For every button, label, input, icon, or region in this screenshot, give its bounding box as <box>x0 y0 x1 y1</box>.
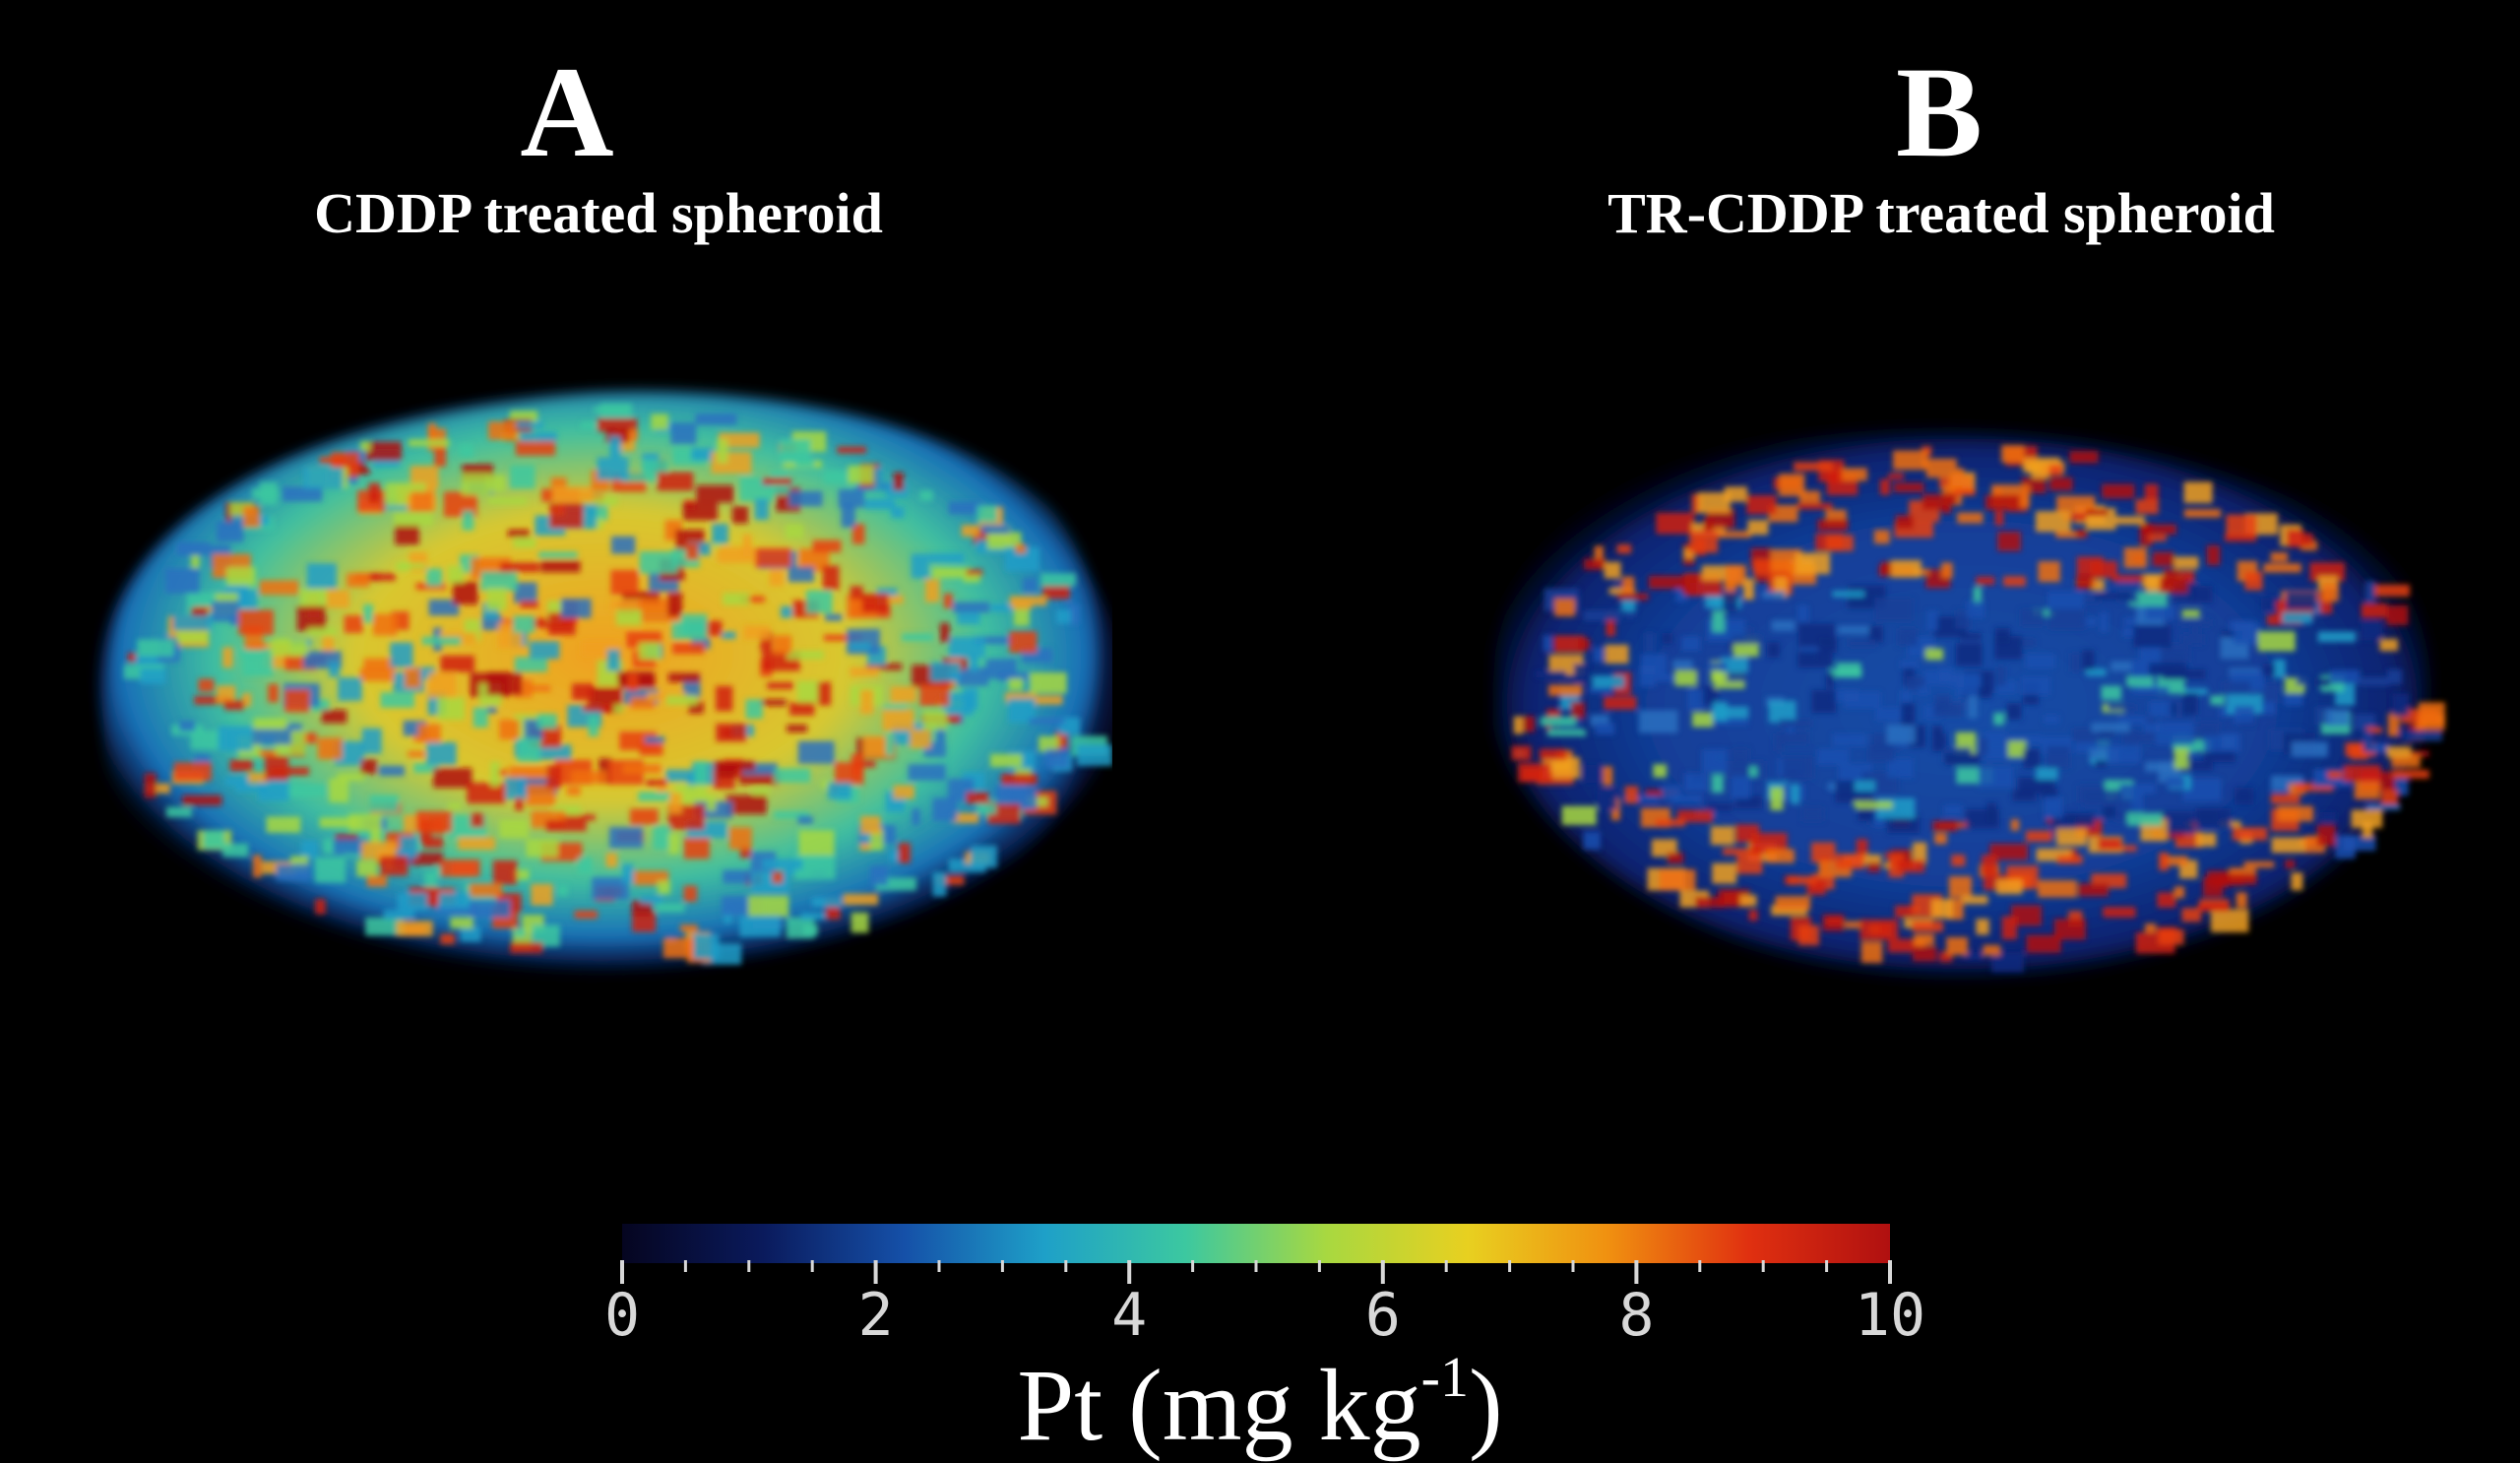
spheroid-a-heatmap <box>98 392 1112 977</box>
colorbar-tick-label: 0 <box>603 1281 641 1350</box>
colorbar-tick-label: 8 <box>1618 1281 1655 1350</box>
colorbar-tick-label: 6 <box>1364 1281 1401 1350</box>
panel-b-title: TR-CDDP treated spheroid <box>1607 181 2275 245</box>
colorbar-tick-label: 2 <box>857 1281 894 1350</box>
axis-label-close: ) <box>1468 1349 1503 1462</box>
axis-label-main: Pt (mg kg <box>1017 1349 1421 1462</box>
panel-b-letter: B <box>1895 39 1984 184</box>
panel-a-title: CDDP treated spheroid <box>314 181 883 245</box>
spheroid-b-heatmap <box>1496 431 2445 976</box>
colorbar-axis-label: Pt (mg kg-1) <box>1017 1349 1502 1457</box>
colorbar-tick-label: 4 <box>1111 1281 1148 1350</box>
colorbar-ticks <box>620 1260 1892 1284</box>
colorbar <box>622 1224 1890 1263</box>
colorbar-tick-label: 10 <box>1854 1281 1926 1350</box>
axis-label-exponent: -1 <box>1420 1345 1469 1409</box>
panel-a-letter: A <box>520 39 614 184</box>
